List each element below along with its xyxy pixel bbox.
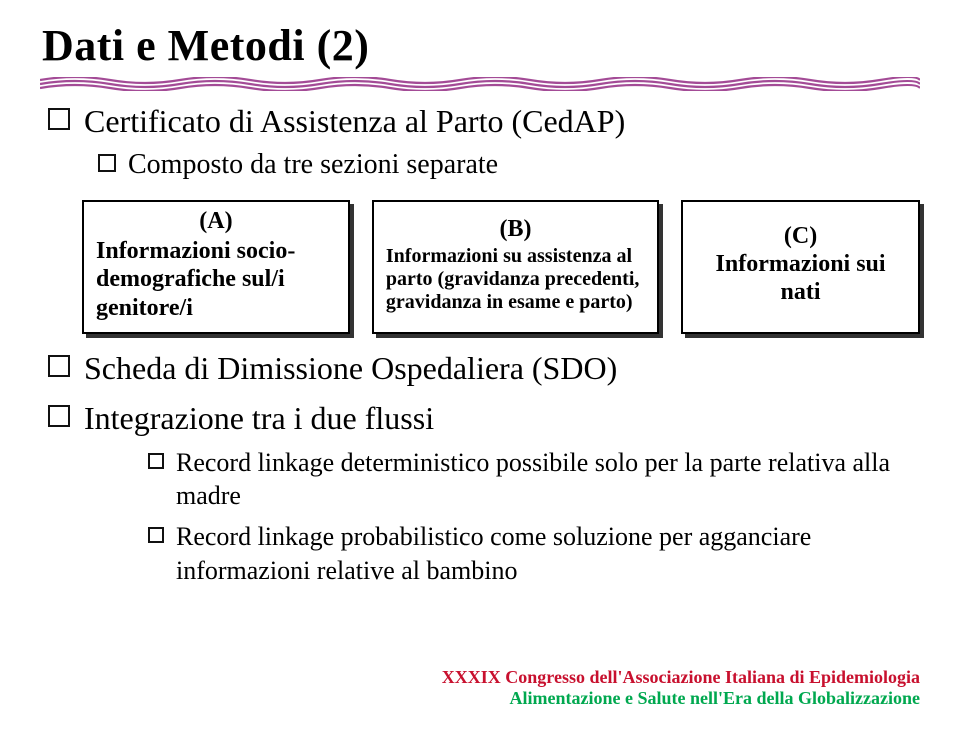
bullet-l2: Composto da tre sezioni separate — [98, 147, 920, 182]
footer-line-1: XXXIX Congresso dell'Associazione Italia… — [442, 667, 920, 688]
bullet-text: Certificato di Assistenza al Parto (CedA… — [84, 101, 625, 141]
bullet-text: Record linkage probabilistico come soluz… — [176, 520, 920, 587]
info-panels: (A) Informazioni socio-demografiche sul/… — [82, 200, 920, 334]
title-divider — [40, 77, 920, 91]
divider-svg — [40, 77, 920, 91]
panel-body: Informazioni su assistenza al parto (gra… — [386, 245, 645, 314]
bullet-l3: Record linkage deterministico possibile … — [148, 446, 920, 513]
bullet-l3: Record linkage probabilistico come soluz… — [148, 520, 920, 587]
bullet-box-icon — [98, 154, 116, 172]
slide-title: Dati e Metodi (2) — [40, 20, 920, 71]
bullet-text: Record linkage deterministico possibile … — [176, 446, 920, 513]
bullet-l1: Certificato di Assistenza al Parto (CedA… — [40, 101, 920, 141]
bullet-box-icon — [48, 405, 70, 427]
bullet-box-icon — [48, 108, 70, 130]
bullet-l1: Integrazione tra i due flussi — [40, 398, 920, 438]
bullet-box-icon — [148, 527, 164, 543]
footer-line-2: Alimentazione e Salute nell'Era della Gl… — [442, 688, 920, 709]
panel-header: (B) — [386, 216, 645, 243]
panel-body: Informazioni sui nati — [695, 250, 906, 308]
panel-a: (A) Informazioni socio-demografiche sul/… — [82, 200, 350, 334]
panel-body: Informazioni socio-demografiche sul/i ge… — [96, 237, 336, 322]
slide-page: Dati e Metodi (2) Certificato di Assiste… — [0, 0, 960, 733]
bullet-text: Composto da tre sezioni separate — [128, 147, 498, 182]
bullet-box-icon — [148, 453, 164, 469]
footer: XXXIX Congresso dell'Associazione Italia… — [442, 667, 920, 709]
panel-c: (C) Informazioni sui nati — [681, 200, 920, 334]
panel-b: (B) Informazioni su assistenza al parto … — [372, 200, 659, 334]
panel-header: (A) — [96, 208, 336, 235]
bullet-box-icon — [48, 355, 70, 377]
bullet-text: Integrazione tra i due flussi — [84, 398, 434, 438]
bullet-text: Scheda di Dimissione Ospedaliera (SDO) — [84, 348, 617, 388]
bullet-list: Certificato di Assistenza al Parto (CedA… — [40, 101, 920, 587]
bullet-l1: Scheda di Dimissione Ospedaliera (SDO) — [40, 348, 920, 388]
panel-header: (C) — [695, 223, 906, 250]
